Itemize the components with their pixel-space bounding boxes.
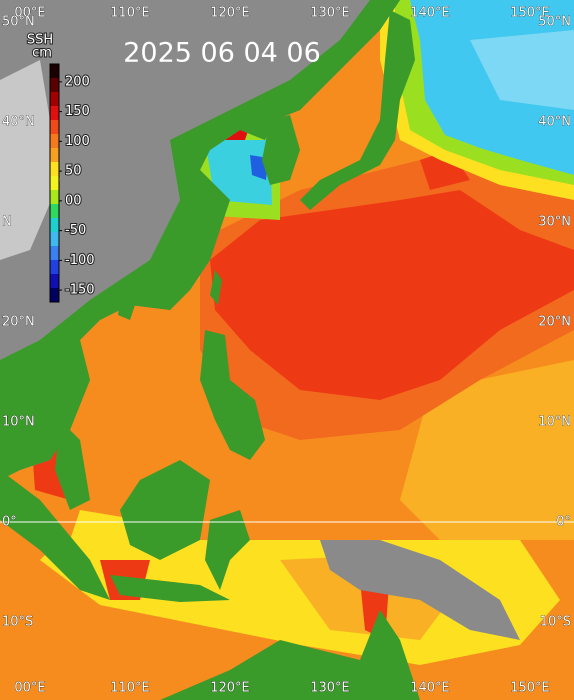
latitude-label: 30°N	[538, 215, 571, 230]
colorbar-swatch	[50, 176, 59, 191]
latitude-label: N	[2, 215, 12, 230]
latitude-label: 50°N	[538, 15, 571, 30]
colorbar-swatch	[50, 120, 59, 135]
longitude-label: 140°E	[410, 6, 450, 21]
colorbar-swatch	[50, 218, 59, 233]
colorbar-tick-label: 50	[65, 164, 82, 179]
colorbar-swatch	[50, 190, 59, 205]
latitude-label: 10°S	[2, 615, 33, 630]
colorbar-swatch	[50, 106, 59, 121]
colorbar-unit: cm	[32, 46, 52, 61]
colorbar-swatch	[50, 274, 59, 289]
colorbar-tick-label: 00	[65, 193, 82, 208]
map-title: 2025 06 04 06	[123, 38, 321, 69]
colorbar-swatch	[50, 204, 59, 219]
latitude-label: 50°N	[2, 15, 35, 30]
colorbar-swatch	[50, 246, 59, 261]
longitude-label: 140°E	[410, 681, 450, 696]
colorbar-tick-label: -50	[65, 223, 86, 238]
colorbar-swatch	[50, 148, 59, 163]
colorbar-tick-label: 150	[65, 104, 90, 119]
latitude-label: 20°N	[538, 315, 571, 330]
colorbar-swatch	[50, 92, 59, 107]
longitude-label: 00°E	[14, 6, 45, 21]
longitude-label: 130°E	[310, 6, 350, 21]
longitude-label: 00°E	[14, 681, 45, 696]
latitude-label: 0°	[556, 515, 571, 530]
latitude-label: 10°S	[540, 615, 571, 630]
land	[0, 0, 520, 700]
colorbar-swatch	[50, 232, 59, 247]
colorbar-swatch	[50, 134, 59, 149]
latitude-label: 10°N	[538, 415, 571, 430]
colorbar-tick-label: 100	[65, 134, 90, 149]
longitude-label: 110°E	[110, 681, 150, 696]
longitude-label: 120°E	[210, 681, 250, 696]
latitude-label: 20°N	[2, 315, 35, 330]
latitude-label: 40°N	[538, 115, 571, 130]
colorbar-swatch	[50, 260, 59, 275]
colorbar-tick-label: -150	[65, 283, 95, 298]
colorbar-swatch	[50, 162, 59, 177]
colorbar-title: SSH	[27, 33, 53, 48]
colorbar-swatch	[50, 288, 59, 303]
colorbar-tick-label: -100	[65, 253, 95, 268]
latitude-label: 10°N	[2, 415, 35, 430]
longitude-label: 130°E	[310, 681, 350, 696]
longitude-label: 150°E	[510, 681, 550, 696]
colorbar-frame	[49, 63, 60, 303]
colorbar-swatch	[50, 64, 59, 79]
latitude-label: 0°	[2, 515, 17, 530]
longitude-label: 110°E	[110, 6, 150, 21]
longitude-label: 120°E	[210, 6, 250, 21]
colorbar-tick-label: 200	[65, 74, 90, 89]
latitude-label: 40°N	[2, 115, 35, 130]
colorbar-swatch	[50, 78, 59, 93]
longitude-label: 150°E	[510, 6, 550, 21]
